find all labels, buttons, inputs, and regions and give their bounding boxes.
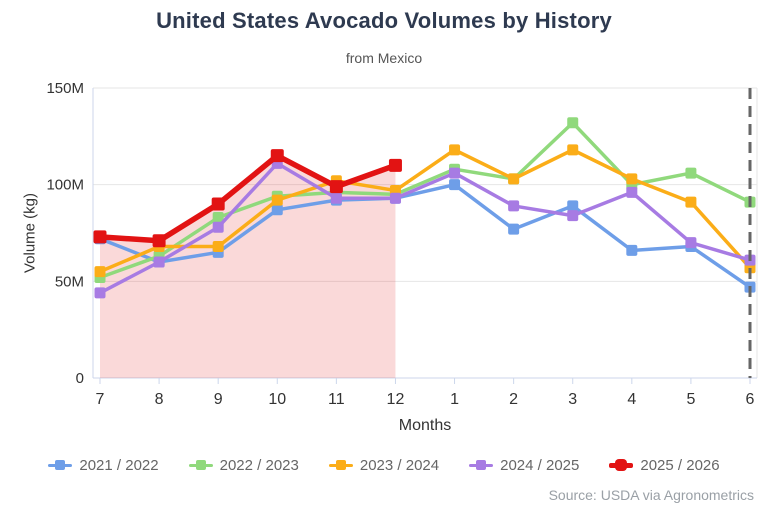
marker-2024/2025-month-9[interactable] (212, 221, 224, 233)
marker-2023/2024-month-4[interactable] (626, 173, 638, 185)
marker-2023/2024-month-1[interactable] (449, 144, 461, 156)
legend-item-2021-2022[interactable]: 2021 / 2022 (48, 457, 159, 474)
marker-2025/2026-month-10[interactable] (270, 149, 284, 163)
marker-2023/2024-month-5[interactable] (685, 196, 697, 208)
marker-2024/2025-month-3[interactable] (567, 210, 579, 222)
marker-2022/2023-month-5[interactable] (685, 167, 697, 179)
x-tick-label-3: 3 (568, 391, 577, 408)
legend-marker-icon (328, 459, 353, 472)
y-tick-label-50M: 50M (55, 273, 84, 290)
marker-2025/2026-month-12[interactable] (388, 158, 402, 172)
legend-label: 2024 / 2025 (500, 457, 580, 474)
marker-2022/2023-month-3[interactable] (567, 117, 579, 129)
marker-2024/2025-month-8[interactable] (153, 256, 165, 268)
series-line-2023/2024 (98, 148, 752, 274)
marker-2023/2024-month-10[interactable] (271, 194, 283, 206)
y-tick-label-100M: 100M (46, 177, 84, 194)
series-line-2025/2026 (97, 152, 399, 244)
x-tick-label-8: 8 (155, 391, 164, 408)
marker-2024/2025-month-11[interactable] (330, 192, 342, 204)
legend-label: 2022 / 2023 (219, 457, 299, 474)
x-tick-label-12: 12 (387, 391, 405, 408)
legend-item-2024-2025[interactable]: 2024 / 2025 (469, 457, 579, 474)
marker-2022/2023-month-9[interactable] (212, 212, 224, 224)
marker-2023/2024-month-7[interactable] (94, 266, 106, 278)
x-tick-label-2: 2 (509, 391, 518, 408)
marker-2024/2025-month-5[interactable] (685, 237, 697, 249)
marker-2021/2022-month-3[interactable] (567, 200, 579, 212)
marker-2023/2024-month-9[interactable] (212, 241, 224, 253)
legend-marker-icon (48, 459, 73, 472)
marker-2024/2025-month-1[interactable] (449, 167, 461, 179)
marker-2024/2025-month-4[interactable] (626, 186, 638, 198)
marker-2021/2022-month-2[interactable] (508, 223, 520, 235)
marker-2025/2026-month-11[interactable] (329, 180, 343, 194)
x-tick-label-10: 10 (268, 391, 286, 408)
marker-2024/2025-month-12[interactable] (389, 192, 401, 204)
x-tick-label-11: 11 (328, 391, 345, 408)
legend-label: 2021 / 2022 (79, 457, 159, 474)
marker-2024/2025-month-2[interactable] (508, 200, 520, 212)
marker-2023/2024-month-2[interactable] (508, 173, 520, 185)
current-season-highlight-area (100, 155, 396, 378)
legend-item-2023-2024[interactable]: 2023 / 2024 (328, 457, 440, 474)
x-axis-title: Months (398, 417, 452, 434)
marker-2021/2022-month-4[interactable] (626, 244, 638, 256)
legend-item-2025-2026[interactable]: 2025 / 2026 (609, 457, 720, 474)
x-tick-label-7: 7 (96, 391, 105, 408)
marker-2021/2022-month-1[interactable] (449, 179, 461, 191)
legend-marker-icon (609, 459, 634, 472)
marker-2025/2026-month-8[interactable] (152, 234, 166, 248)
marker-2023/2024-month-3[interactable] (567, 144, 579, 156)
chart-subtitle: from Mexico (345, 50, 423, 66)
series-line-2024/2025 (98, 161, 752, 295)
y-tick-label-0: 0 (76, 370, 84, 387)
x-tick-label-6: 6 (746, 391, 755, 408)
legend-label: 2025 / 2026 (640, 457, 720, 474)
series-line-2021/2022 (98, 182, 752, 289)
chart-title: United States Avocado Volumes by History (156, 8, 612, 33)
marker-2021/2022-month-10[interactable] (271, 204, 283, 216)
legend-marker-icon (469, 459, 494, 472)
legend-item-2022-2023[interactable]: 2022 / 2023 (188, 457, 299, 474)
legend-label: 2023 / 2024 (359, 457, 440, 474)
marker-2025/2026-month-7[interactable] (93, 230, 107, 244)
x-tick-label-1: 1 (450, 391, 459, 408)
marker-2025/2026-month-9[interactable] (211, 197, 225, 211)
source-credit: Source: USDA via Agronometrics (548, 487, 754, 503)
legend-marker-icon (188, 459, 213, 472)
x-tick-label-4: 4 (627, 391, 636, 408)
x-tick-label-5: 5 (686, 391, 695, 408)
marker-2024/2025-month-7[interactable] (94, 287, 106, 299)
x-tick-label-9: 9 (214, 391, 223, 408)
y-tick-label-150M: 150M (46, 80, 84, 97)
legend: 2021 / 2022 2022 / 2023 2023 / 2024 2024… (0, 457, 768, 474)
